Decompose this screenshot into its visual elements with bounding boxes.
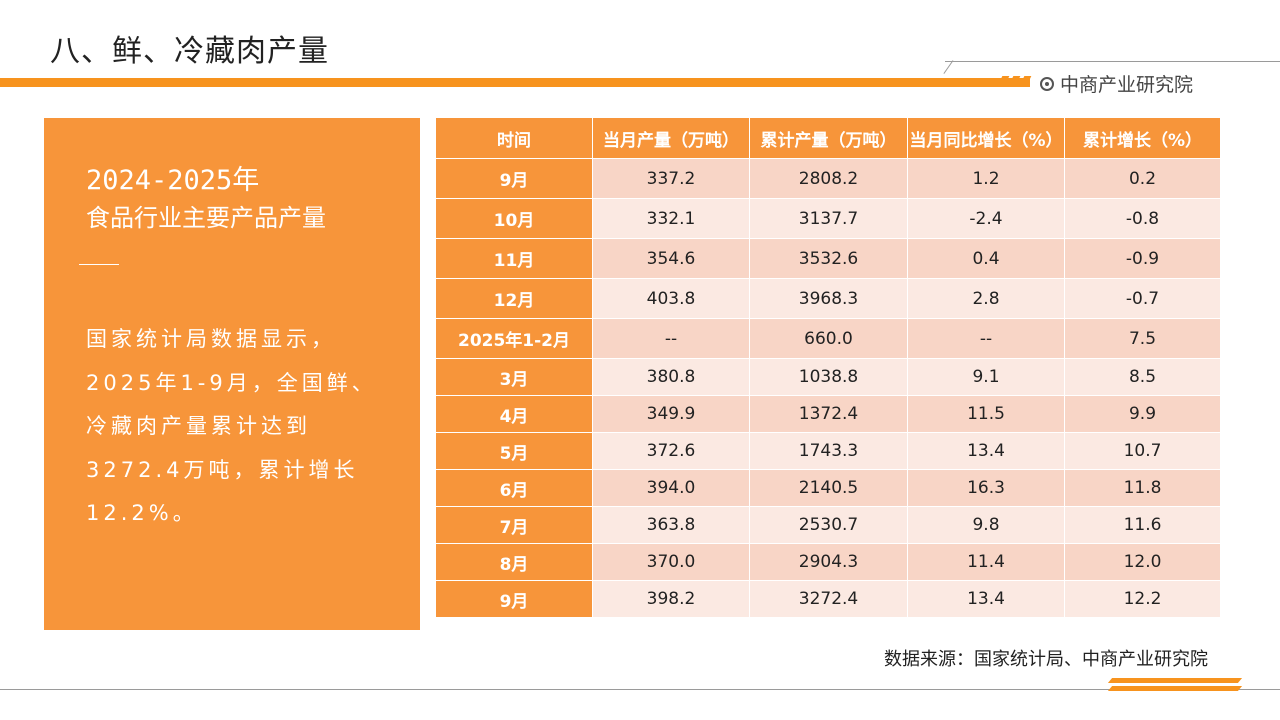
cell-monthly-output: 394.0 bbox=[593, 469, 750, 506]
cell-monthly-yoy: 13.4 bbox=[908, 432, 1065, 469]
cell-month: 3月 bbox=[436, 358, 593, 395]
table-header-row: 时间 当月产量（万吨） 累计产量（万吨） 当月同比增长（%） 累计增长（%） bbox=[436, 118, 1221, 158]
cell-monthly-yoy: -2.4 bbox=[908, 198, 1065, 238]
cell-cumulative-growth: -0.7 bbox=[1065, 278, 1221, 318]
cell-cumulative-output: 1743.3 bbox=[750, 432, 908, 469]
table-row: 9月 337.2 2808.2 1.2 0.2 bbox=[436, 158, 1221, 198]
cell-cumulative-output: 3532.6 bbox=[750, 238, 908, 278]
table-row: 6月 394.0 2140.5 16.3 11.8 bbox=[436, 469, 1221, 506]
table-row: 7月 363.8 2530.7 9.8 11.6 bbox=[436, 506, 1221, 543]
table-row: 4月 349.9 1372.4 11.5 9.9 bbox=[436, 395, 1221, 432]
cell-monthly-output: 372.6 bbox=[593, 432, 750, 469]
cell-cumulative-growth: 11.6 bbox=[1065, 506, 1221, 543]
cell-monthly-yoy: 16.3 bbox=[908, 469, 1065, 506]
table-row: 8月 370.0 2904.3 11.4 12.0 bbox=[436, 543, 1221, 580]
cell-monthly-yoy: 11.4 bbox=[908, 543, 1065, 580]
production-table: 时间 当月产量（万吨） 累计产量（万吨） 当月同比增长（%） 累计增长（%） 9… bbox=[436, 118, 1221, 617]
cell-monthly-yoy: 11.5 bbox=[908, 395, 1065, 432]
footer-divider-line bbox=[0, 689, 1280, 690]
cell-month: 9月 bbox=[436, 580, 593, 617]
page-title: 八、鲜、冷藏肉产量 bbox=[50, 34, 329, 69]
table-row: 11月 354.6 3532.6 0.4 -0.9 bbox=[436, 238, 1221, 278]
cell-monthly-output: 337.2 bbox=[593, 158, 750, 198]
cell-cumulative-growth: 7.5 bbox=[1065, 318, 1221, 358]
brand-circle-icon bbox=[1040, 76, 1054, 91]
cell-cumulative-growth: -0.9 bbox=[1065, 238, 1221, 278]
table-row: 2025年1-2月 -- 660.0 -- 7.5 bbox=[436, 318, 1221, 358]
header-stripes bbox=[997, 76, 1032, 86]
cell-month: 4月 bbox=[436, 395, 593, 432]
cell-monthly-output: 354.6 bbox=[593, 238, 750, 278]
table-row: 9月 398.2 3272.4 13.4 12.2 bbox=[436, 580, 1221, 617]
cell-cumulative-growth: 10.7 bbox=[1065, 432, 1221, 469]
cell-monthly-output: 380.8 bbox=[593, 358, 750, 395]
header-divider-slant bbox=[943, 60, 954, 74]
footer-stripe-decoration bbox=[1107, 678, 1243, 683]
cell-cumulative-output: 3137.7 bbox=[750, 198, 908, 238]
cell-month: 8月 bbox=[436, 543, 593, 580]
cell-month: 12月 bbox=[436, 278, 593, 318]
cell-monthly-output: 363.8 bbox=[593, 506, 750, 543]
cell-monthly-output: 370.0 bbox=[593, 543, 750, 580]
summary-divider bbox=[79, 264, 119, 265]
brand-logo: 中商产业研究院 bbox=[1040, 70, 1193, 97]
header-cumulative-output: 累计产量（万吨） bbox=[750, 118, 908, 158]
header-cumulative-growth: 累计增长（%） bbox=[1065, 118, 1221, 158]
header-monthly-yoy: 当月同比增长（%） bbox=[908, 118, 1065, 158]
cell-month: 9月 bbox=[436, 158, 593, 198]
table-row: 12月 403.8 3968.3 2.8 -0.7 bbox=[436, 278, 1221, 318]
cell-monthly-yoy: -- bbox=[908, 318, 1065, 358]
cell-cumulative-growth: 9.9 bbox=[1065, 395, 1221, 432]
cell-cumulative-output: 1038.8 bbox=[750, 358, 908, 395]
cell-monthly-output: -- bbox=[593, 318, 750, 358]
cell-cumulative-output: 660.0 bbox=[750, 318, 908, 358]
title-underline-bar bbox=[0, 78, 1030, 87]
cell-cumulative-output: 2530.7 bbox=[750, 506, 908, 543]
header-time: 时间 bbox=[436, 118, 593, 158]
data-source-note: 数据来源：国家统计局、中商产业研究院 bbox=[884, 649, 1208, 670]
cell-cumulative-growth: 12.0 bbox=[1065, 543, 1221, 580]
cell-month: 2025年1-2月 bbox=[436, 318, 593, 358]
cell-cumulative-growth: -0.8 bbox=[1065, 198, 1221, 238]
cell-monthly-yoy: 13.4 bbox=[908, 580, 1065, 617]
cell-cumulative-output: 3272.4 bbox=[750, 580, 908, 617]
stripe-decoration bbox=[1008, 76, 1021, 86]
cell-month: 10月 bbox=[436, 198, 593, 238]
cell-month: 11月 bbox=[436, 238, 593, 278]
cell-monthly-yoy: 9.1 bbox=[908, 358, 1065, 395]
footer-stripes bbox=[1107, 678, 1243, 691]
summary-year: 2024-2025年 bbox=[86, 165, 260, 196]
cell-monthly-output: 349.9 bbox=[593, 395, 750, 432]
cell-monthly-output: 403.8 bbox=[593, 278, 750, 318]
cell-cumulative-growth: 12.2 bbox=[1065, 580, 1221, 617]
table-row: 3月 380.8 1038.8 9.1 8.5 bbox=[436, 358, 1221, 395]
stripe-decoration bbox=[997, 76, 1010, 86]
cell-month: 6月 bbox=[436, 469, 593, 506]
cell-month: 7月 bbox=[436, 506, 593, 543]
cell-cumulative-growth: 8.5 bbox=[1065, 358, 1221, 395]
cell-month: 5月 bbox=[436, 432, 593, 469]
table-row: 10月 332.1 3137.7 -2.4 -0.8 bbox=[436, 198, 1221, 238]
summary-subtitle: 食品行业主要产品产量 bbox=[86, 204, 326, 232]
cell-cumulative-output: 2140.5 bbox=[750, 469, 908, 506]
cell-monthly-yoy: 9.8 bbox=[908, 506, 1065, 543]
summary-text: 国家统计局数据显示， 2025年1-9月，全国鲜、 冷藏肉产量累计达到 3272… bbox=[86, 327, 377, 525]
cell-monthly-output: 398.2 bbox=[593, 580, 750, 617]
cell-cumulative-output: 2904.3 bbox=[750, 543, 908, 580]
cell-monthly-output: 332.1 bbox=[593, 198, 750, 238]
cell-monthly-yoy: 1.2 bbox=[908, 158, 1065, 198]
summary-panel: 2024-2025年 食品行业主要产品产量 国家统计局数据显示， 2025年1-… bbox=[44, 118, 420, 630]
header-monthly-output: 当月产量（万吨） bbox=[593, 118, 750, 158]
table-row: 5月 372.6 1743.3 13.4 10.7 bbox=[436, 432, 1221, 469]
footer-stripe-decoration bbox=[1107, 686, 1243, 691]
cell-cumulative-growth: 11.8 bbox=[1065, 469, 1221, 506]
brand-name: 中商产业研究院 bbox=[1060, 74, 1194, 96]
cell-cumulative-output: 2808.2 bbox=[750, 158, 908, 198]
cell-monthly-yoy: 2.8 bbox=[908, 278, 1065, 318]
header-divider-line bbox=[945, 61, 1280, 62]
cell-cumulative-output: 1372.4 bbox=[750, 395, 908, 432]
cell-cumulative-growth: 0.2 bbox=[1065, 158, 1221, 198]
cell-cumulative-output: 3968.3 bbox=[750, 278, 908, 318]
cell-monthly-yoy: 0.4 bbox=[908, 238, 1065, 278]
